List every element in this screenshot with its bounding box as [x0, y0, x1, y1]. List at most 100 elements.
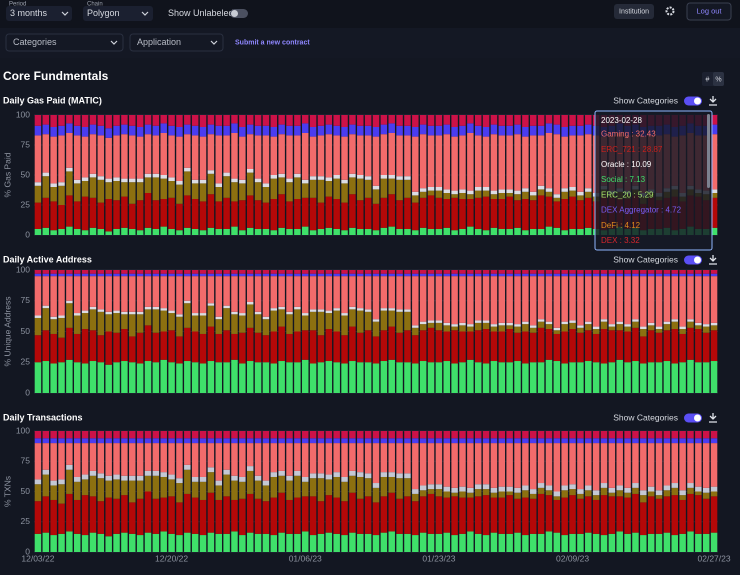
bar-segment: [129, 182, 136, 204]
institution-label[interactable]: Institution: [619, 8, 649, 15]
bar-segment: [207, 115, 215, 125]
bar-segment: [97, 309, 105, 312]
bar-segment: [647, 362, 655, 393]
bar-segment: [129, 480, 136, 503]
bar-segment: [427, 489, 435, 494]
bar-segment: [215, 499, 222, 534]
download-icon[interactable]: [709, 413, 717, 423]
bar-segment: [191, 315, 199, 332]
x-tick-label: 01/23/23: [422, 553, 455, 563]
bar-segment: [239, 443, 246, 477]
bar-segment: [498, 533, 506, 552]
bar-segment: [309, 309, 317, 312]
logout-label[interactable]: Log out: [696, 6, 722, 15]
bar-segment: [451, 276, 458, 325]
bar-segment: [600, 495, 608, 536]
bar-segment: [262, 229, 270, 235]
bar-segment: [608, 326, 616, 331]
bar-segment: [530, 135, 537, 192]
categories-label[interactable]: Categories: [13, 37, 57, 47]
y-tick-label: 25: [21, 516, 31, 526]
bar-segment: [66, 133, 73, 168]
bar-segment: [144, 470, 152, 476]
bar-segment: [176, 184, 183, 204]
bar-segment: [663, 485, 671, 491]
download-icon[interactable]: [709, 255, 717, 265]
bar-segment: [223, 533, 230, 552]
bar-segment: [58, 125, 65, 136]
bar-segment: [42, 115, 50, 125]
bar-segment: [443, 273, 450, 277]
bar-segment: [427, 443, 435, 485]
bar-segment: [278, 361, 285, 393]
settings-icon[interactable]: [665, 6, 675, 16]
bar-segment: [341, 501, 348, 536]
bar-segment: [632, 270, 639, 274]
bar-segment: [81, 474, 89, 480]
bar-segment: [357, 178, 364, 201]
bar-segment: [254, 270, 262, 274]
bar-segment: [136, 443, 144, 476]
bar-segment: [679, 270, 686, 274]
bar-segment: [396, 443, 403, 474]
submit-link[interactable]: Submit a new contract: [235, 39, 310, 46]
logout-button[interactable]: [686, 2, 732, 21]
download-icon[interactable]: [709, 96, 717, 106]
bar-segment: [58, 276, 65, 316]
bar-segment: [451, 330, 458, 364]
bar-segment: [553, 491, 561, 497]
bar-segment: [294, 270, 301, 274]
bar-segment: [333, 431, 340, 439]
bar-segment: [624, 438, 631, 444]
bar-segment: [270, 230, 278, 235]
unit-count[interactable]: #: [706, 76, 710, 83]
application-label[interactable]: Application: [137, 37, 181, 47]
chain-select[interactable]: [83, 6, 153, 21]
bar-segment: [341, 276, 348, 314]
bar-segment: [671, 363, 678, 393]
bar-segment: [113, 229, 120, 235]
institution-button[interactable]: [614, 4, 654, 19]
bar-segment: [294, 273, 301, 277]
bar-segment: [443, 443, 450, 487]
bar-segment: [679, 329, 686, 334]
bar-segment: [97, 115, 105, 126]
bar-segment: [160, 331, 167, 360]
chain-value[interactable]: Polygon: [87, 8, 120, 18]
bar-segment: [364, 135, 372, 177]
bar-segment: [66, 531, 73, 552]
bar-segment: [113, 200, 120, 229]
bar-segment: [655, 495, 663, 499]
bar-segment: [89, 330, 97, 362]
bar-segment: [404, 135, 411, 177]
bar-segment: [246, 304, 254, 328]
bar-segment: [404, 473, 411, 479]
bar-segment: [419, 227, 427, 235]
period-select[interactable]: [6, 6, 72, 21]
bar-segment: [577, 135, 584, 192]
bar-segment: [624, 362, 631, 393]
bar-segment: [262, 115, 270, 126]
application-select[interactable]: [129, 33, 224, 52]
bar-segment: [129, 270, 136, 274]
bar-segment: [215, 201, 222, 229]
bar-segment: [231, 531, 238, 552]
bar-segment: [372, 502, 380, 536]
unit-percent[interactable]: %: [715, 76, 721, 83]
bar-segment: [514, 361, 521, 393]
bar-segment: [184, 464, 191, 470]
bar-segment: [207, 124, 215, 135]
bar-segment: [191, 331, 199, 363]
bar-segment: [349, 306, 356, 310]
bar-segment: [482, 190, 490, 197]
bar-segment: [152, 309, 160, 333]
bar-segment: [467, 194, 474, 199]
bar-segment: [396, 311, 403, 333]
bar-segment: [364, 478, 372, 497]
categories-select[interactable]: [5, 33, 124, 52]
bar-segment: [270, 363, 278, 393]
period-value[interactable]: 3 months: [10, 8, 48, 18]
bar-segment: [663, 276, 671, 322]
bar-segment: [191, 443, 199, 477]
bar-segment: [113, 273, 120, 277]
